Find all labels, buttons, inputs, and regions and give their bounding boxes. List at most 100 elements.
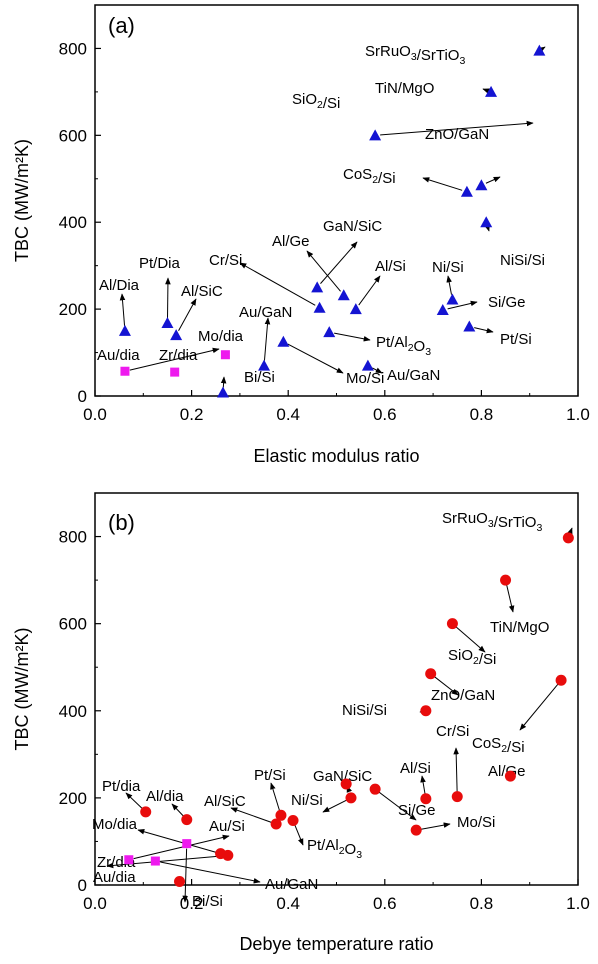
data-point-circle bbox=[270, 818, 282, 830]
annotation-arrow bbox=[506, 584, 515, 613]
data-point-triangle bbox=[349, 303, 362, 315]
data-point-circle bbox=[340, 778, 352, 790]
data-point-circle bbox=[369, 783, 381, 795]
annotation-label: Pt/Al2O3 bbox=[376, 334, 431, 358]
annotation-arrow bbox=[334, 332, 371, 342]
y-tick-label: 800 bbox=[59, 528, 87, 547]
data-point-square bbox=[170, 367, 180, 377]
annotation-arrow bbox=[474, 327, 494, 334]
annotation-arrow bbox=[372, 367, 383, 374]
x-tick-label: 0.8 bbox=[470, 405, 494, 424]
data-point-triangle bbox=[313, 301, 326, 313]
annotation-arrow bbox=[306, 250, 341, 292]
annotation-label: Zr/dia bbox=[159, 347, 198, 364]
annotation-label: Bi/Si bbox=[244, 369, 275, 386]
annotation-arrow bbox=[538, 46, 546, 53]
annotation-label: SiO2/Si bbox=[448, 647, 496, 668]
annotation-arrow bbox=[230, 807, 272, 823]
x-tick-label: 0.0 bbox=[83, 405, 107, 424]
annotation-label: GaN/SiC bbox=[313, 768, 372, 785]
annotation-label: Au/GaN bbox=[265, 876, 318, 893]
annotation-arrow bbox=[378, 791, 417, 821]
data-point-circle bbox=[287, 815, 299, 827]
annotation-arrow bbox=[567, 527, 573, 535]
annotation-label: CoS2/Si bbox=[343, 166, 396, 187]
data-point-triangle bbox=[460, 185, 473, 197]
annotation-label: Pt/Al2O3 bbox=[307, 837, 362, 861]
annotation-arrow bbox=[125, 792, 143, 809]
plot-frame bbox=[94, 492, 579, 886]
data-point-triangle bbox=[485, 85, 498, 97]
data-point-triangle bbox=[118, 324, 131, 336]
annotation-arrow bbox=[380, 120, 534, 136]
data-point-triangle bbox=[216, 386, 229, 398]
annotation-arrow bbox=[434, 676, 459, 696]
data-point-square bbox=[220, 350, 230, 360]
x-tick-label: 0.6 bbox=[373, 405, 397, 424]
annotation-arrow bbox=[133, 834, 230, 860]
annotation-arrow bbox=[220, 376, 227, 388]
data-point-triangle bbox=[161, 317, 174, 329]
x-tick-label: 0.2 bbox=[180, 405, 204, 424]
data-point-triangle bbox=[446, 293, 459, 305]
data-point-triangle bbox=[277, 335, 290, 347]
x-tick-label: 0.8 bbox=[470, 894, 494, 913]
annotation-label: CoS2/Si bbox=[472, 735, 525, 756]
data-point-triangle bbox=[480, 216, 493, 228]
annotation-label: NiSi/Si bbox=[500, 252, 545, 269]
data-point-circle bbox=[451, 791, 463, 803]
data-point-circle bbox=[425, 668, 437, 680]
annotation-label: Bi/Si bbox=[192, 893, 223, 910]
annotation-arrow bbox=[239, 262, 316, 306]
annotation-arrow bbox=[519, 683, 559, 731]
x-tick-label: 0.4 bbox=[276, 405, 300, 424]
panel-a-elastic-modulus: 0.0 0.2 0.4 0.6 0.8 1.0 0 200 400 600 800 Elastic m… bbox=[12, 4, 590, 466]
annotation-arrow bbox=[484, 224, 490, 232]
data-point-circle bbox=[446, 618, 458, 630]
data-point-triangle bbox=[369, 129, 382, 141]
annotation-arrow bbox=[287, 343, 344, 374]
data-point-circle bbox=[555, 674, 567, 686]
annotation-label: Mo/dia bbox=[92, 816, 138, 833]
x-tick-label: 1.0 bbox=[566, 405, 590, 424]
x-tick-label: 0.0 bbox=[83, 894, 107, 913]
annotation-label: Al/dia bbox=[146, 788, 184, 805]
data-point-circle bbox=[345, 792, 357, 804]
data-point-triangle bbox=[533, 44, 546, 56]
annotation-label: Au/dia bbox=[97, 347, 140, 364]
annotation-arrow bbox=[270, 782, 280, 811]
annotation-arrow bbox=[421, 822, 451, 830]
annotation-label: Al/Ge bbox=[272, 233, 310, 250]
annotation-arrow bbox=[322, 799, 347, 813]
annotation-arrow bbox=[446, 275, 452, 295]
data-point-triangle bbox=[361, 359, 374, 371]
annotation-arrow bbox=[182, 848, 188, 903]
annotation-arrow bbox=[119, 293, 126, 326]
annotation-arrow bbox=[160, 861, 261, 884]
panel-label: (b) bbox=[108, 510, 135, 535]
data-point-circle bbox=[140, 806, 152, 818]
annotation-label: TiN/MgO bbox=[490, 619, 549, 636]
data-point-circle bbox=[222, 849, 234, 861]
y-tick-label: 0 bbox=[78, 876, 87, 895]
data-point-square bbox=[124, 855, 134, 865]
annotation-arrow bbox=[358, 275, 381, 306]
data-point-triangle bbox=[337, 289, 350, 301]
data-point-circle bbox=[504, 770, 516, 782]
annotation-label: Cr/Si bbox=[209, 252, 242, 269]
y-tick-label: 600 bbox=[59, 126, 87, 145]
annotation-arrow bbox=[453, 747, 459, 792]
panel-label: (a) bbox=[108, 13, 135, 38]
annotation-label: Al/SiC bbox=[204, 793, 246, 810]
annotation-label: NiSi/Si bbox=[342, 702, 387, 719]
y-tick-label: 800 bbox=[59, 39, 87, 58]
y-axis-title: TBC (MW/m²K) bbox=[12, 139, 32, 262]
y-tick-label: 200 bbox=[59, 300, 87, 319]
annotation-arrow bbox=[485, 176, 501, 184]
annotation-label: Si/Ge bbox=[488, 294, 526, 311]
x-axis-title: Debye temperature ratio bbox=[239, 934, 433, 954]
annotation-label: SrRuO3/SrTiO3 bbox=[442, 510, 542, 534]
annotation-label: Au/GaN bbox=[387, 367, 440, 384]
annotation-label: GaN/SiC bbox=[323, 218, 382, 235]
data-point-square bbox=[150, 856, 160, 866]
